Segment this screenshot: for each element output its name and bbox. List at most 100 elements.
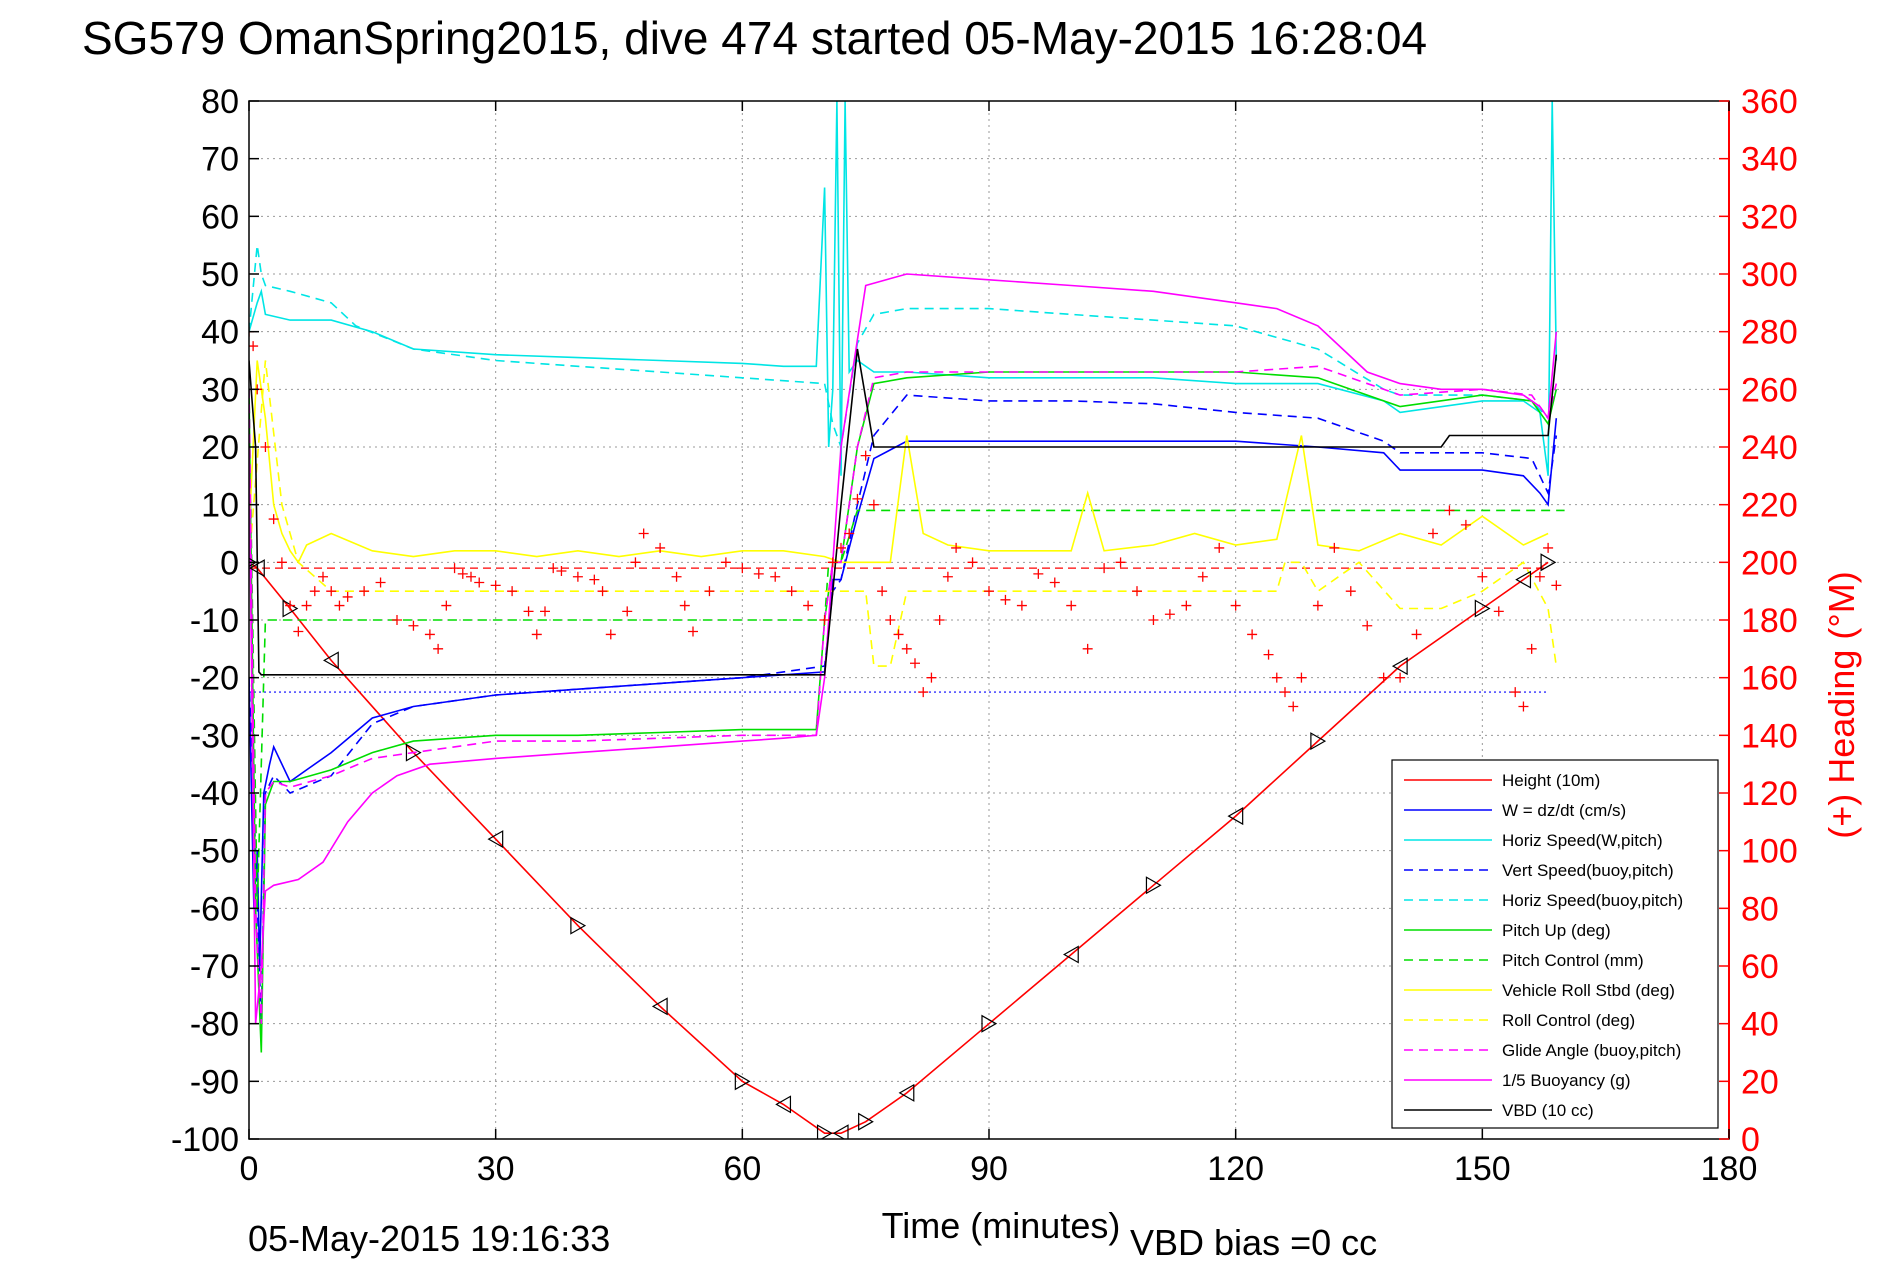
y-tick-label: 30: [201, 371, 239, 409]
heading-point: [1518, 701, 1529, 712]
series-line-0: [249, 561, 1549, 1134]
heading-point: [844, 528, 855, 539]
heading-point: [1510, 687, 1521, 698]
heading-point: [1181, 600, 1192, 611]
heading-point: [1016, 600, 1027, 611]
heading-point: [523, 606, 534, 617]
heading-point: [342, 591, 353, 602]
heading-point: [1230, 600, 1241, 611]
heading-point: [1214, 542, 1225, 553]
heading-point: [260, 442, 271, 452]
legend-label: Roll Control (deg): [1502, 1011, 1635, 1030]
legend-label: VBD (10 cc): [1502, 1101, 1594, 1120]
y-tick-label: 80: [201, 83, 239, 121]
height-marker: [249, 559, 265, 578]
heading-point: [359, 586, 370, 597]
heading-point: [1551, 580, 1562, 591]
y-tick-label: 70: [201, 141, 239, 179]
heading-point: [1066, 600, 1077, 611]
height-marker: [981, 1014, 998, 1033]
heading-point: [1280, 687, 1290, 698]
chart-title: SG579 OmanSpring2015, dive 474 started 0…: [82, 12, 1427, 64]
y-right-tick-label: 200: [1741, 544, 1798, 582]
heading-point: [548, 563, 559, 574]
y-right-tick-label: 120: [1741, 775, 1798, 813]
heading-point: [1444, 505, 1455, 516]
height-marker: [1540, 553, 1557, 572]
legend-label: Vehicle Roll Stbd (deg): [1502, 981, 1675, 1000]
heading-point: [704, 586, 715, 597]
heading-point: [589, 574, 600, 585]
heading-point: [408, 620, 419, 631]
heading-point: [1033, 568, 1044, 579]
heading-point: [852, 493, 863, 504]
heading-point: [926, 672, 937, 683]
heading-point: [597, 586, 608, 597]
heading-point: [375, 577, 386, 588]
heading-point: [1526, 643, 1537, 654]
y-tick-label: -60: [190, 890, 239, 928]
y-right-tick-label: 20: [1741, 1063, 1779, 1101]
legend-label: Height (10m): [1502, 771, 1600, 790]
y-right-tick-label: 180: [1741, 602, 1798, 640]
heading-point: [1395, 672, 1406, 683]
heading-point: [836, 542, 846, 553]
series-line-11: [249, 348, 1558, 676]
series-line-10: [249, 273, 1558, 1024]
height-marker: [1145, 876, 1162, 895]
y-right-tick-label: 240: [1741, 429, 1798, 467]
heading-point: [1099, 563, 1110, 574]
heading-point: [893, 629, 904, 640]
heading-point: [1000, 594, 1011, 605]
heading-point: [268, 514, 279, 525]
heading-point: [334, 600, 345, 611]
heading-point: [424, 629, 435, 640]
x-tick-label: 120: [1207, 1150, 1264, 1188]
legend-box: [1391, 759, 1719, 1129]
legend-label: Horiz Speed(W,pitch): [1502, 831, 1663, 850]
heading-point: [786, 586, 797, 597]
heading-point: [1411, 629, 1422, 640]
heading-point: [934, 615, 945, 625]
legend-label: Glide Angle (buoy,pitch): [1502, 1041, 1681, 1060]
heading-point: [449, 563, 460, 574]
x-tick-label: 90: [970, 1150, 1008, 1188]
heading-point: [276, 557, 287, 568]
y-right-tick-label: 0: [1741, 1121, 1760, 1159]
heading-point: [309, 586, 320, 597]
heading-point: [556, 565, 567, 576]
heading-point: [671, 571, 682, 582]
heading-point: [860, 450, 871, 461]
heading-point: [951, 542, 962, 553]
height-marker: [1063, 945, 1079, 964]
y-right-tick-label: 320: [1741, 198, 1798, 236]
heading-point: [293, 626, 304, 637]
heading-point: [1132, 586, 1142, 597]
y-tick-label: -30: [190, 717, 239, 755]
heading-point: [531, 629, 542, 640]
height-marker: [323, 651, 339, 670]
heading-point: [877, 586, 888, 597]
y-right-tick-label: 280: [1741, 314, 1798, 352]
height-marker: [570, 916, 587, 935]
heading-point: [942, 571, 953, 582]
legend-label: Pitch Up (deg): [1502, 921, 1611, 940]
y-right-tick-label: 40: [1741, 1006, 1779, 1044]
heading-point: [679, 600, 690, 611]
y-tick-label: -80: [190, 1006, 239, 1044]
y-right-tick-label: 80: [1741, 890, 1779, 928]
heading-point: [1197, 571, 1208, 582]
heading-point: [1049, 577, 1060, 588]
heading-point: [1271, 672, 1282, 683]
height-marker: [832, 1124, 849, 1139]
legend: Height (10m) W = dz/dt (cm/s) Horiz Speed(…: [1391, 759, 1719, 1129]
height-marker: [1474, 599, 1491, 618]
heading-point: [605, 629, 616, 640]
heading-point: [1148, 615, 1159, 625]
y-tick-label: -20: [190, 660, 239, 698]
series-line-4: [249, 245, 1558, 448]
height-marker: [734, 1072, 751, 1091]
height-marker: [405, 743, 422, 762]
x-tick-label: 0: [240, 1150, 259, 1188]
